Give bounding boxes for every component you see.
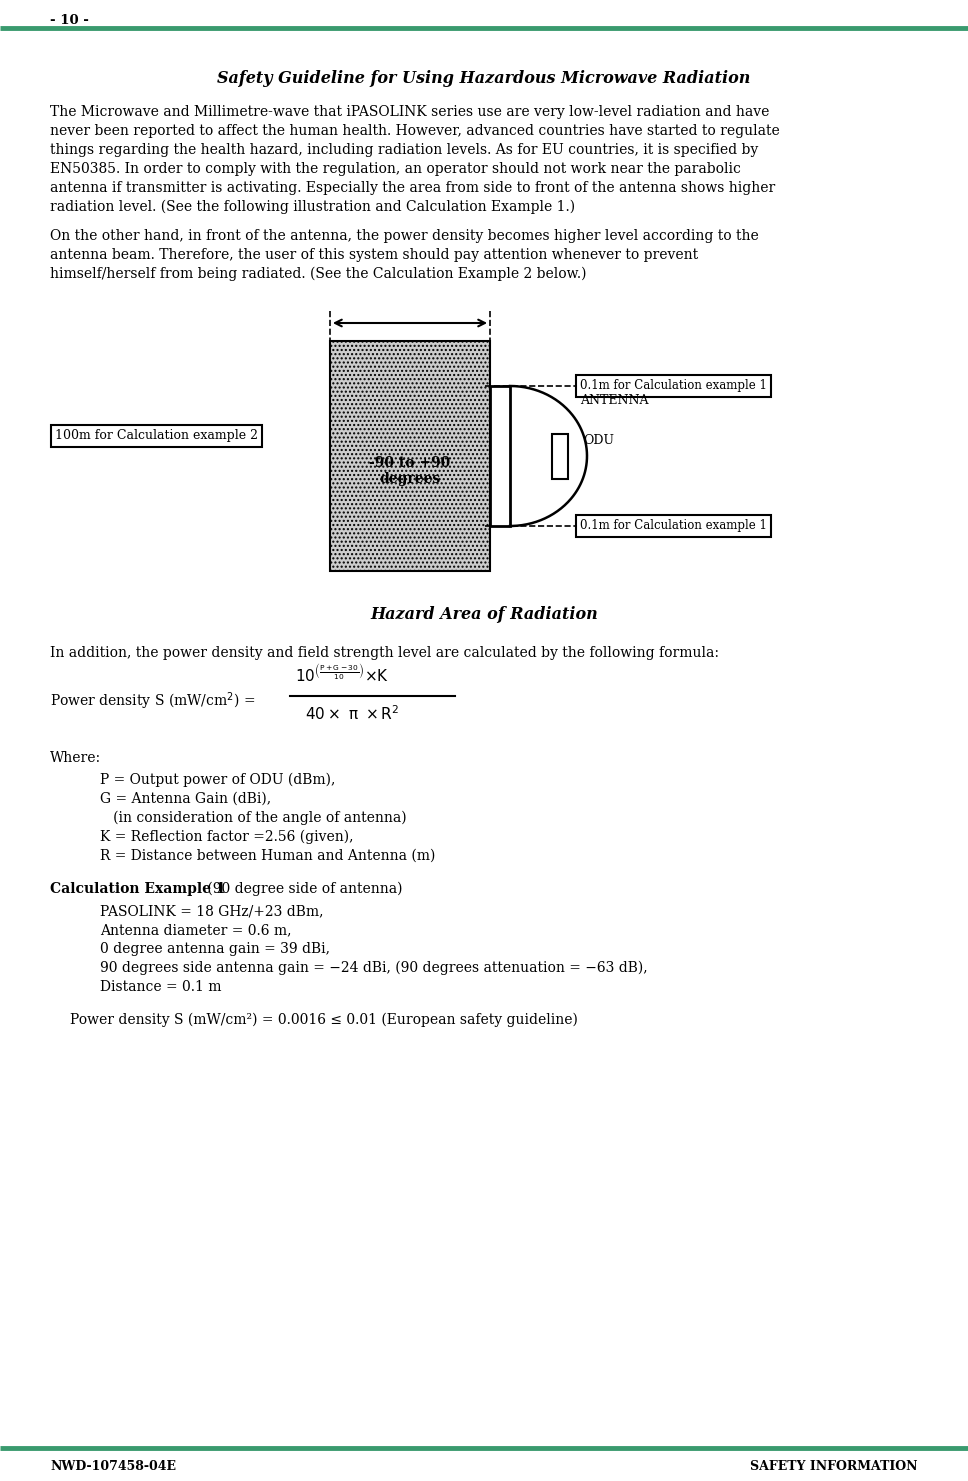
Text: (90 degree side of antenna): (90 degree side of antenna): [203, 883, 403, 896]
Text: 90 degrees side antenna gain = −24 dBi, (90 degrees attenuation = −63 dB),: 90 degrees side antenna gain = −24 dBi, …: [100, 961, 648, 976]
Text: On the other hand, in front of the antenna, the power density becomes higher lev: On the other hand, in front of the anten…: [50, 230, 759, 243]
Text: 0.1m for Calculation example 1: 0.1m for Calculation example 1: [580, 379, 767, 392]
Text: - 10 -: - 10 -: [50, 13, 89, 27]
Text: P = Output power of ODU (dBm),: P = Output power of ODU (dBm),: [100, 773, 335, 788]
Text: (in consideration of the angle of antenna): (in consideration of the angle of antenn…: [100, 812, 407, 825]
Text: ANTENNA: ANTENNA: [580, 394, 649, 407]
Text: antenna if transmitter is activating. Especially the area from side to front of : antenna if transmitter is activating. Es…: [50, 181, 775, 195]
Text: K = Reflection factor =2.56 (given),: K = Reflection factor =2.56 (given),: [100, 829, 353, 844]
Text: R = Distance between Human and Antenna (m): R = Distance between Human and Antenna (…: [100, 849, 436, 863]
Text: $\mathregular{10}^{\left(\frac{\mathregular{P+G-30}}{\mathregular{10}}\right)}\m: $\mathregular{10}^{\left(\frac{\mathregu…: [295, 663, 389, 684]
Text: himself/herself from being radiated. (See the Calculation Example 2 below.): himself/herself from being radiated. (Se…: [50, 267, 587, 281]
Text: never been reported to affect the human health. However, advanced countries have: never been reported to affect the human …: [50, 124, 780, 138]
Text: 0 degree antenna gain = 39 dBi,: 0 degree antenna gain = 39 dBi,: [100, 942, 330, 957]
Text: 0.1m for Calculation example 1: 0.1m for Calculation example 1: [580, 520, 767, 533]
Bar: [490, 387, 510, 526]
Text: things regarding the health hazard, including radiation levels. As for EU countr: things regarding the health hazard, incl…: [50, 144, 758, 157]
Text: The Microwave and Millimetre-wave that iPASOLINK series use are very low-level r: The Microwave and Millimetre-wave that i…: [50, 105, 770, 118]
Bar: [552, 434, 568, 478]
Text: PASOLINK = 18 GHz/+23 dBm,: PASOLINK = 18 GHz/+23 dBm,: [100, 903, 323, 918]
Text: G = Antenna Gain (dBi),: G = Antenna Gain (dBi),: [100, 792, 271, 806]
Text: EN50385. In order to comply with the regulation, an operator should not work nea: EN50385. In order to comply with the reg…: [50, 161, 741, 176]
Text: SAFETY INFORMATION: SAFETY INFORMATION: [750, 1460, 918, 1474]
Text: Power density S (mW/cm²) = 0.0016 ≤ 0.01 (European safety guideline): Power density S (mW/cm²) = 0.0016 ≤ 0.01…: [70, 1013, 578, 1028]
Text: Power density S (mW/cm$^2$) =: Power density S (mW/cm$^2$) =: [50, 690, 256, 712]
Text: $\mathregular{40 \times\ \pi\ \times R^2}$: $\mathregular{40 \times\ \pi\ \times R^2…: [305, 705, 400, 723]
Text: 100m for Calculation example 2: 100m for Calculation example 2: [55, 429, 258, 443]
Text: -90 to +90
degrees: -90 to +90 degrees: [370, 456, 451, 486]
Text: Where:: Where:: [50, 751, 101, 766]
Text: Antenna diameter = 0.6 m,: Antenna diameter = 0.6 m,: [100, 923, 291, 937]
Text: radiation level. (See the following illustration and Calculation Example 1.): radiation level. (See the following illu…: [50, 200, 575, 215]
Text: ODU: ODU: [583, 434, 614, 447]
Text: Calculation Example 1: Calculation Example 1: [50, 883, 226, 896]
Text: Safety Guideline for Using Hazardous Microwave Radiation: Safety Guideline for Using Hazardous Mic…: [217, 70, 751, 87]
Bar: [330, 341, 490, 572]
Text: In addition, the power density and field strength level are calculated by the fo: In addition, the power density and field…: [50, 646, 719, 661]
Text: Hazard Area of Radiation: Hazard Area of Radiation: [370, 606, 598, 624]
Text: NWD-107458-04E: NWD-107458-04E: [50, 1460, 176, 1474]
Text: Distance = 0.1 m: Distance = 0.1 m: [100, 980, 222, 994]
Text: antenna beam. Therefore, the user of this system should pay attention whenever t: antenna beam. Therefore, the user of thi…: [50, 247, 698, 262]
